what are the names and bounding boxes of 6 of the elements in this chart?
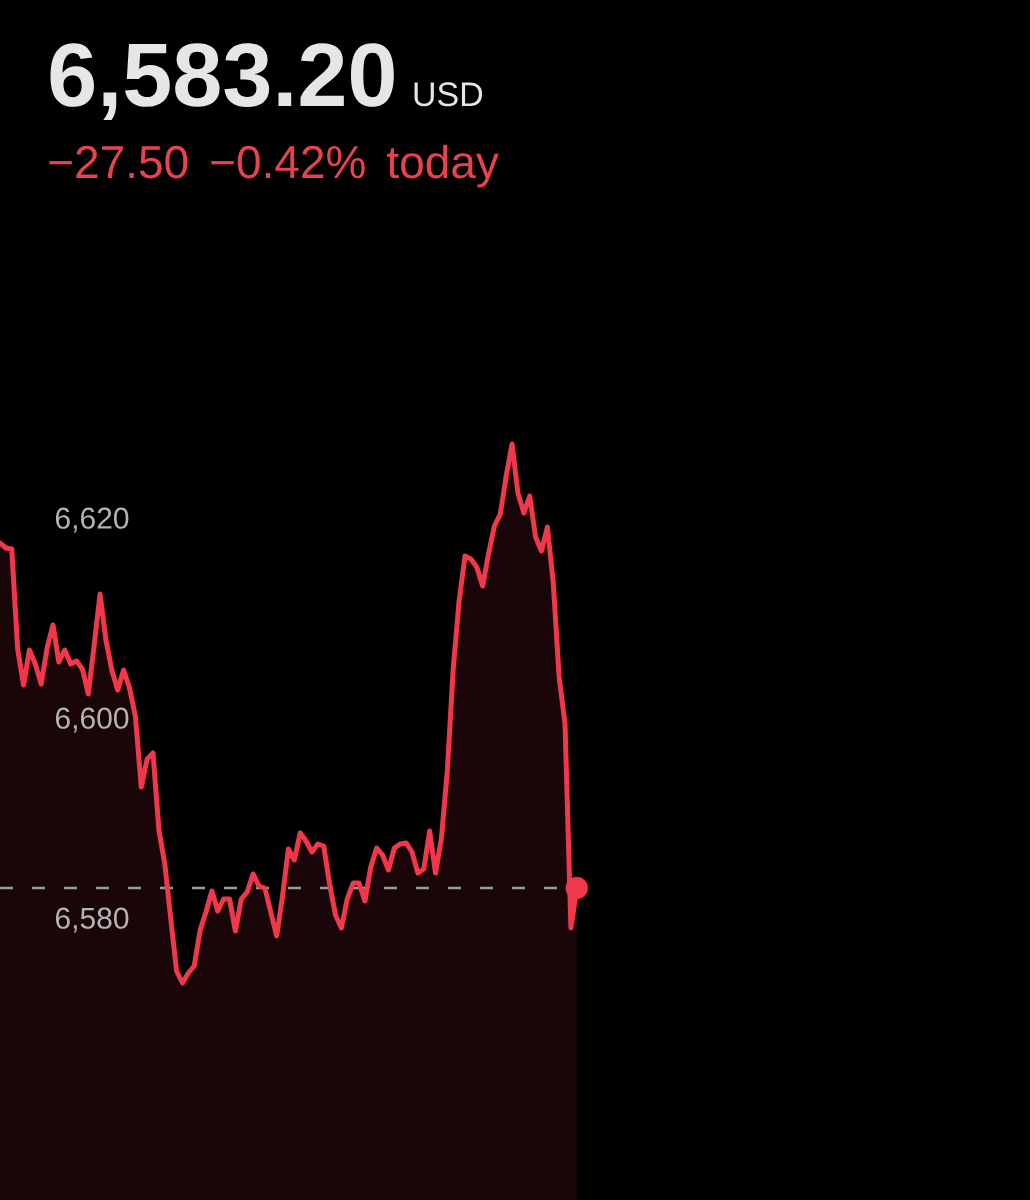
text: −27.50 −0.42% today — [49, 144, 499, 188]
y-tick-label: 6,620 — [55, 507, 129, 533]
y-tick-label: 6,580 — [55, 907, 129, 933]
y-tick-label: 6,600 — [55, 707, 129, 733]
annotation: USD — [414, 82, 483, 107]
chart-title: 6,583.20 — [50, 43, 394, 120]
